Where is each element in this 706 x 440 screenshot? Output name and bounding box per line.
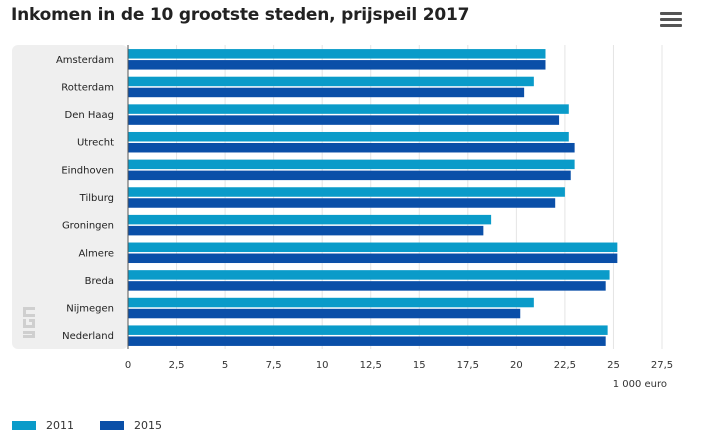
category-label: Tilburg <box>79 193 114 204</box>
legend-swatch-2011 <box>12 421 36 430</box>
x-tick-label: 12,5 <box>360 360 382 371</box>
bar-2011-breda <box>128 270 610 280</box>
bar-2011-nederland <box>128 325 608 335</box>
cbs-logo <box>23 307 35 338</box>
category-panel <box>12 45 128 349</box>
bar-2011-rotterdam <box>128 76 534 87</box>
category-label: Eindhoven <box>61 165 114 176</box>
bar-2011-utrecht <box>128 131 569 142</box>
bar-chart: Amsterdam Rotterdam Den Haag Utrecht Eindhov… <box>12 45 673 390</box>
category-label: Amsterdam <box>56 55 114 66</box>
bar-2015-rotterdam <box>128 87 525 98</box>
bar-2015-almere <box>128 253 618 264</box>
legend-label-2015: 2015 <box>134 419 162 432</box>
category-label: Breda <box>85 276 114 287</box>
bar-2011-almere <box>128 242 618 253</box>
x-tick-label: 15 <box>413 360 426 371</box>
bar-2015-nijmegen <box>128 308 521 319</box>
category-label: Nederland <box>62 331 114 342</box>
legend: 2011 2015 <box>12 419 188 432</box>
x-tick-label: 7,5 <box>266 360 282 371</box>
category-label: Groningen <box>62 221 114 232</box>
bar-2011-tilburg <box>128 187 565 197</box>
bar-2015-amsterdam <box>128 60 546 70</box>
bar-2011-eindhoven <box>128 159 575 170</box>
category-label: Utrecht <box>77 138 114 149</box>
bar-2011-nijmegen <box>128 297 534 308</box>
hamburger-menu-icon[interactable] <box>660 12 682 30</box>
chart-title: Inkomen in de 10 grootste steden, prijsp… <box>11 5 470 25</box>
x-tick-label: 20 <box>510 360 523 371</box>
bar-2015-den-haag <box>128 115 560 125</box>
x-axis-label: 1 000 euro <box>613 379 667 390</box>
bar-2015-groningen <box>128 225 484 236</box>
x-tick-label: 27,5 <box>651 360 673 371</box>
x-tick-label: 2,5 <box>169 360 185 371</box>
bar-2015-utrecht <box>128 142 575 153</box>
x-tick-label: 22,5 <box>554 360 576 371</box>
legend-item-2015[interactable]: 2015 <box>100 419 162 432</box>
x-tick-label: 10 <box>316 360 329 371</box>
bar-2015-breda <box>128 281 606 291</box>
x-tick-label: 17,5 <box>457 360 479 371</box>
legend-label-2011: 2011 <box>46 419 74 432</box>
bar-2011-den-haag <box>128 104 569 114</box>
legend-swatch-2015 <box>100 421 124 430</box>
legend-item-2011[interactable]: 2011 <box>12 419 74 432</box>
bar-2011-groningen <box>128 214 492 225</box>
x-tick-label: 5 <box>222 360 228 371</box>
category-label: Rotterdam <box>61 82 114 93</box>
bar-2015-eindhoven <box>128 170 571 181</box>
bar-2015-tilburg <box>128 198 556 208</box>
bar-2015-nederland <box>128 336 606 346</box>
bar-2011-amsterdam <box>128 49 546 59</box>
category-label: Den Haag <box>65 110 115 121</box>
x-tick-label: 25 <box>607 360 620 371</box>
x-tick-label: 0 <box>125 360 131 371</box>
category-label: Almere <box>78 248 114 259</box>
category-label: Nijmegen <box>66 304 114 315</box>
